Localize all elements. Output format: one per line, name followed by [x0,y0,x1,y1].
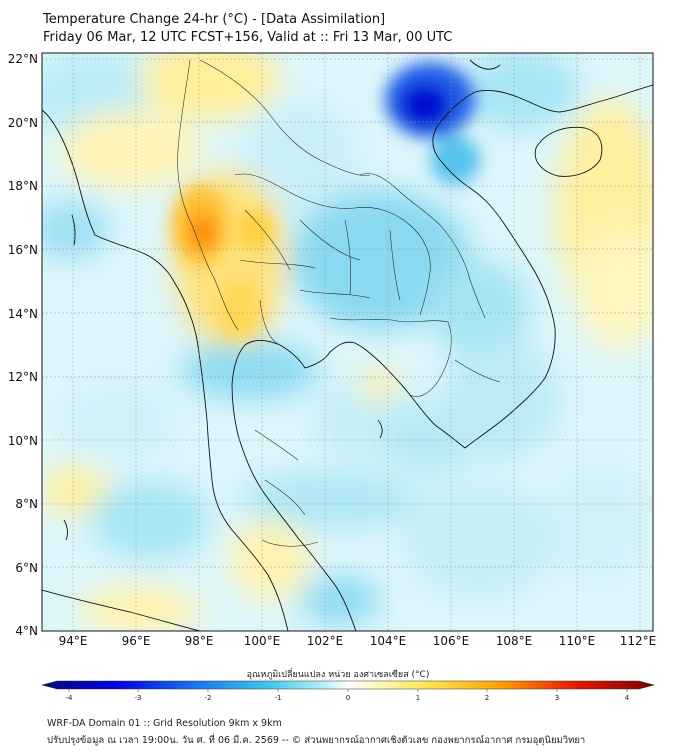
lon-tick-label: 94°E [59,634,88,648]
colorbar-tick-label: 1 [416,694,420,702]
colorbar-ramp [41,680,655,690]
lat-tick-label: 4°N [15,624,38,638]
lon-tick-label: 106°E [433,634,470,648]
lat-tick-label: 12°N [8,370,38,384]
lon-tick-labels: 94°E 96°E 98°E 100°E 102°E 104°E 106°E 1… [59,634,657,648]
colorbar-tick-label: -3 [135,694,142,702]
graticule [42,53,653,631]
colorbar-tick-label: -4 [66,694,74,702]
lon-tick-label: 112°E [620,634,657,648]
lon-tick-label: 110°E [559,634,596,648]
colorbar-tick-label: -2 [205,694,212,702]
lat-tick-label: 20°N [8,116,38,130]
lat-tick-labels: 22°N 20°N 18°N 16°N 14°N 12°N 10°N 8°N 6… [8,52,38,638]
colorbar-tick-label: 0 [346,694,350,702]
map-frame [41,52,654,632]
colorbar-tick-label: -1 [275,694,282,702]
lat-tick-label: 6°N [15,561,38,575]
lat-tick-label: 8°N [15,497,38,511]
lon-tick-label: 96°E [122,634,151,648]
colorbar: -4 -3 -2 -1 0 1 2 3 4 [41,680,655,702]
footer-credit: ปรับปรุงข้อมูล ณ เวลา 19:00น. วัน ศ. ที่… [47,735,586,746]
map-title: Temperature Change 24-hr (°C) - [Data As… [43,12,386,27]
lat-tick-label: 22°N [8,52,38,66]
footer-model-info: WRF-DA Domain 01 :: Grid Resolution 9km … [47,718,282,729]
map-subtitle: Friday 06 Mar, 12 UTC FCST+156, Valid at… [43,30,453,45]
lat-tick-label: 16°N [8,243,38,257]
colorbar-tick-label: 2 [485,694,489,702]
lat-tick-label: 18°N [8,179,38,193]
political-borders [177,59,501,547]
lat-tick-label: 14°N [8,307,38,321]
colorbar-tick-label: 4 [625,694,630,702]
colorbar-title: อุณหภูมิเปลี่ยนแปลง หน่วย องศาเซลเซียส (… [246,670,430,680]
temperature-field [42,53,653,631]
lon-tick-label: 108°E [496,634,533,648]
colorbar-tick-label: 3 [555,694,559,702]
lon-tick-label: 100°E [244,634,281,648]
lon-tick-label: 98°E [185,634,214,648]
lon-tick-label: 102°E [307,634,344,648]
lat-tick-label: 10°N [8,434,38,448]
lon-tick-label: 104°E [370,634,407,648]
